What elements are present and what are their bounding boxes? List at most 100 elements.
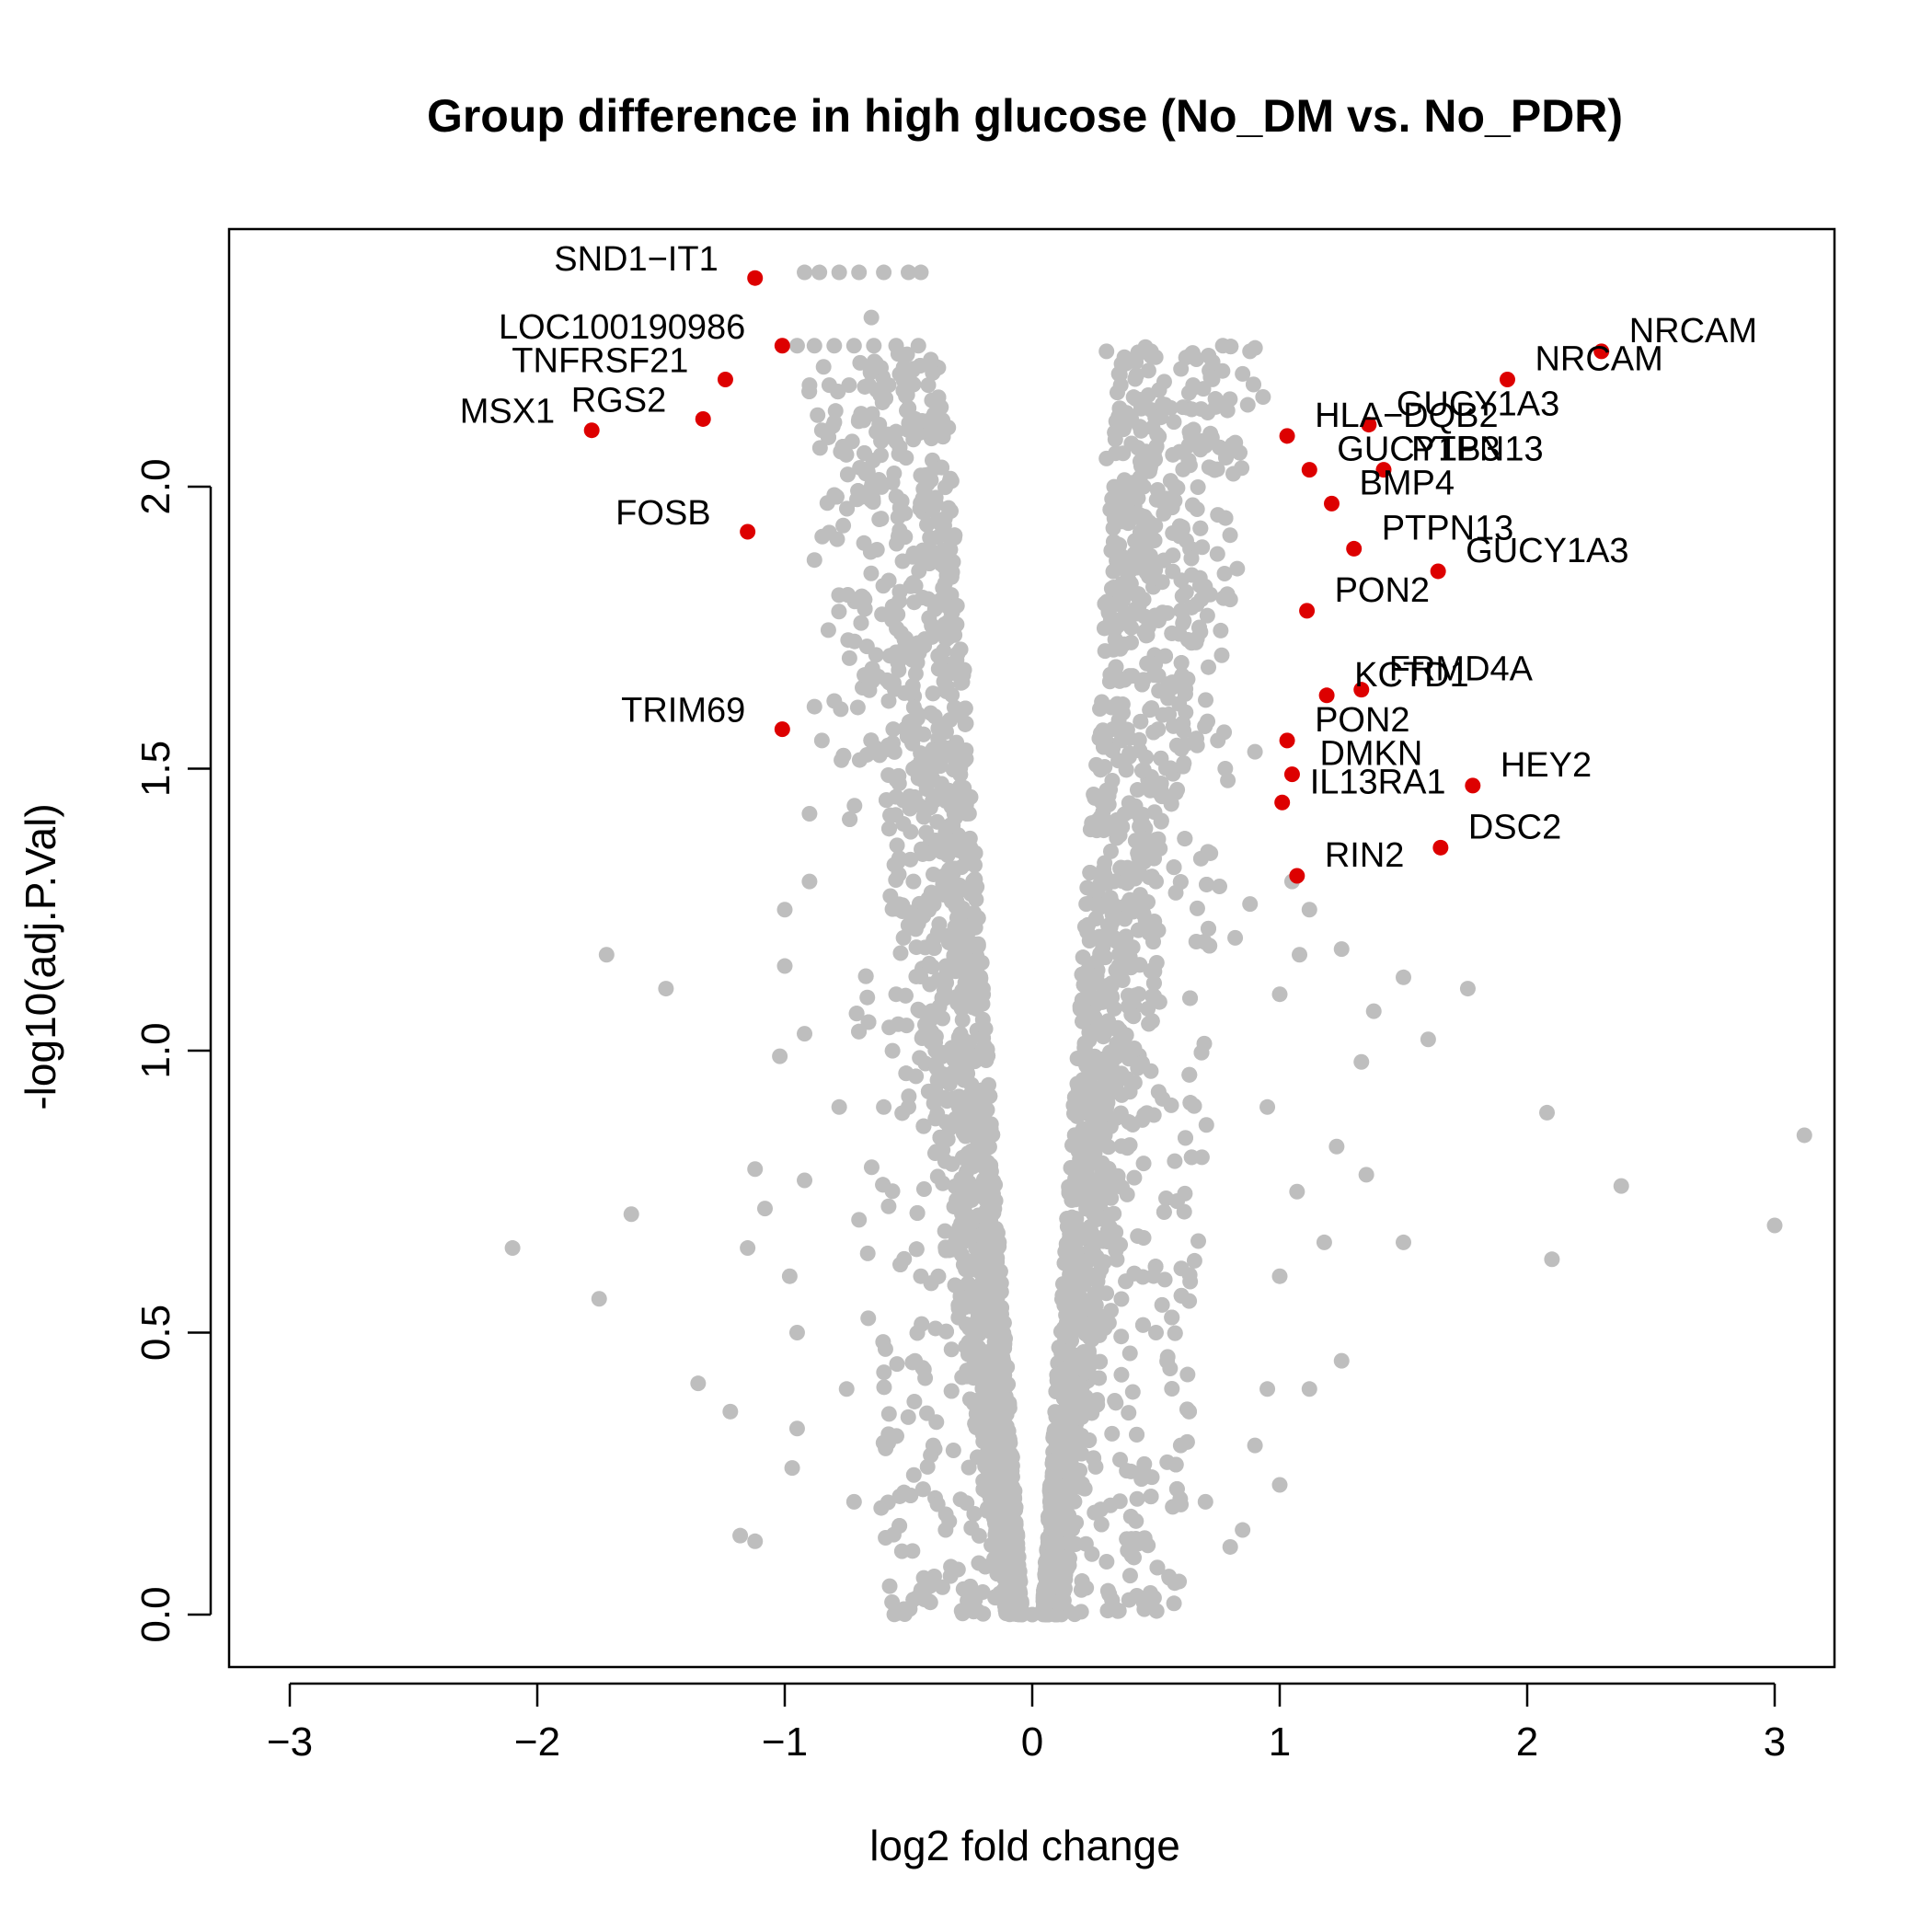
scatter-point	[811, 440, 828, 456]
y-axis-label: -log10(adj.P.Val)	[17, 803, 64, 1110]
gene-label: PON2	[1315, 701, 1409, 740]
scatter-point	[839, 466, 856, 483]
scatter-point	[941, 1121, 958, 1137]
scatter-point	[894, 897, 911, 914]
scatter-point	[1118, 762, 1134, 778]
scatter-point	[930, 389, 947, 406]
scatter-point	[1396, 1234, 1411, 1250]
scatter-point	[1131, 986, 1147, 1003]
scatter-point	[962, 1212, 979, 1228]
scatter-point	[863, 565, 880, 581]
scatter-point	[1154, 574, 1170, 591]
scatter-point	[1365, 1003, 1382, 1019]
scatter-point	[1059, 1211, 1075, 1227]
scatter-point	[1201, 659, 1217, 675]
scatter-point	[1271, 986, 1288, 1003]
scatter-point	[926, 406, 942, 422]
gene-label: HLA−DQB2	[1315, 397, 1499, 435]
scatter-point	[828, 489, 845, 505]
scatter-point	[1289, 1183, 1305, 1200]
scatter-point	[1151, 382, 1167, 398]
scatter-point	[1119, 875, 1135, 891]
gene-label: GUCY1A3	[1466, 532, 1628, 570]
scatter-point	[1316, 1234, 1332, 1250]
significant-point	[1465, 777, 1481, 794]
scatter-point	[908, 939, 925, 956]
scatter-point	[1075, 1076, 1092, 1093]
scatter-point	[950, 1063, 967, 1079]
scatter-point	[888, 338, 904, 354]
scatter-point	[986, 1508, 1003, 1524]
scatter-point	[870, 478, 887, 495]
scatter-point	[930, 648, 947, 664]
scatter-point	[888, 433, 904, 450]
scatter-point	[891, 867, 907, 883]
scatter-point	[940, 598, 957, 615]
scatter-point	[903, 734, 920, 751]
scatter-point	[1098, 1553, 1115, 1570]
scatter-point	[880, 821, 897, 837]
scatter-point	[1544, 1251, 1560, 1268]
scatter-point	[1057, 1297, 1074, 1314]
scatter-point	[831, 604, 847, 620]
significant-point	[695, 410, 711, 427]
scatter-point	[1074, 1230, 1090, 1247]
scatter-point	[504, 1240, 521, 1257]
scatter-point	[938, 974, 955, 991]
scatter-point	[959, 1163, 975, 1179]
scatter-point	[1004, 1527, 1020, 1544]
scatter-point	[859, 1245, 876, 1261]
scatter-point	[1129, 1490, 1145, 1507]
scatter-point	[1087, 1064, 1103, 1081]
scatter-point	[1074, 992, 1090, 1008]
scatter-point	[849, 699, 866, 716]
scatter-point	[1247, 1437, 1263, 1454]
scatter-point	[941, 789, 958, 806]
scatter-point	[820, 622, 836, 638]
scatter-point	[1108, 659, 1124, 675]
scatter-point	[1166, 414, 1182, 431]
scatter-point	[901, 264, 916, 281]
scatter-point	[826, 693, 843, 709]
scatter-point	[1088, 1156, 1105, 1172]
scatter-point	[1172, 1437, 1189, 1454]
gene-label: NRCAM	[1629, 312, 1757, 351]
scatter-point	[1082, 864, 1098, 880]
scatter-point	[918, 824, 935, 841]
scatter-point	[921, 955, 937, 972]
scatter-point	[908, 1241, 925, 1258]
scatter-point	[1358, 1167, 1374, 1183]
scatter-point	[1222, 592, 1238, 608]
scatter-point	[1121, 1345, 1138, 1362]
scatter-point	[1183, 550, 1200, 567]
scatter-point	[1194, 539, 1211, 556]
scatter-point	[1085, 1243, 1101, 1259]
scatter-point	[1156, 1271, 1173, 1288]
scatter-point	[1074, 1098, 1090, 1115]
significant-point	[1274, 794, 1291, 811]
scatter-point	[866, 338, 882, 354]
scatter-point	[1162, 399, 1179, 416]
scatter-point	[1092, 1353, 1109, 1370]
gene-label: PTPN13	[1411, 431, 1544, 469]
scatter-point	[1153, 750, 1169, 766]
scatter-point	[1086, 1268, 1102, 1284]
scatter-point	[1168, 1193, 1185, 1210]
scatter-point	[1247, 743, 1263, 760]
scatter-point	[623, 1206, 639, 1223]
scatter-point	[963, 1098, 980, 1115]
scatter-point	[882, 807, 899, 823]
scatter-point	[915, 726, 932, 742]
scatter-point	[1217, 761, 1234, 776]
scatter-point	[1104, 1592, 1121, 1608]
scatter-point	[801, 377, 818, 394]
scatter-point	[1160, 676, 1177, 693]
scatter-point	[1164, 625, 1180, 641]
scatter-point	[922, 1578, 938, 1594]
scatter-point	[902, 788, 918, 804]
scatter-point	[1167, 1456, 1184, 1473]
scatter-point	[1063, 1367, 1079, 1384]
gene-label: HEY2	[1501, 746, 1592, 785]
x-axis: −3 −2 −1 0 1 2 3	[267, 1682, 1786, 1765]
